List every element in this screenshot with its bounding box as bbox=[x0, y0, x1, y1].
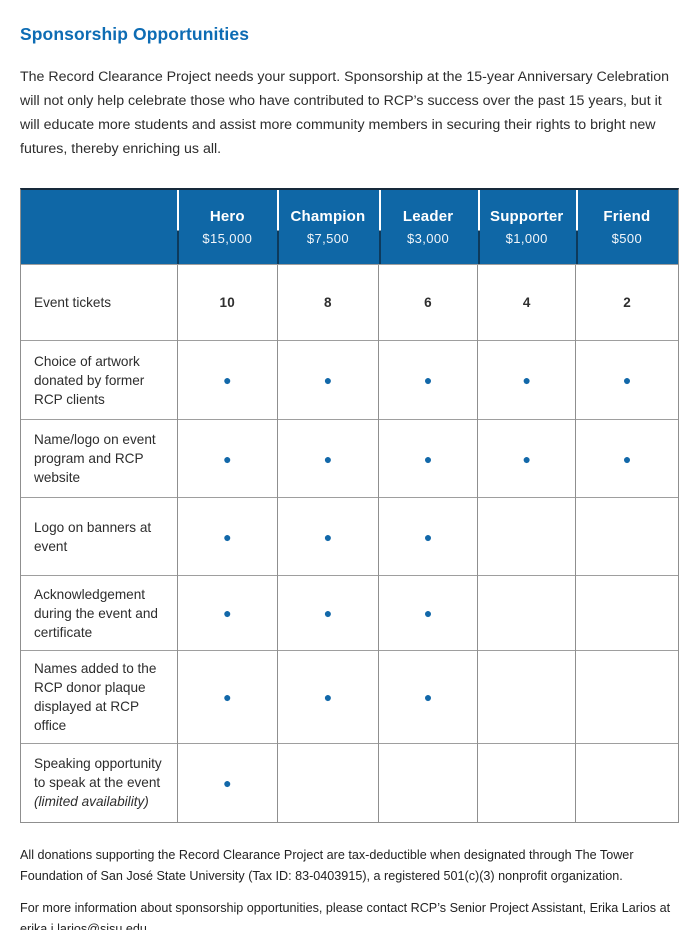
dot-cell bbox=[575, 575, 678, 651]
dot-cell bbox=[575, 743, 678, 822]
dot-cell: ● bbox=[276, 575, 379, 651]
header-empty-cell bbox=[21, 190, 178, 265]
tier-name: Friend bbox=[603, 208, 651, 225]
tier-name: Leader bbox=[402, 208, 454, 225]
tier-price: $1,000 bbox=[505, 231, 548, 246]
dot-cell: ● bbox=[477, 419, 576, 498]
dot-cell: ● bbox=[276, 419, 379, 498]
table-row-name-logo: Name/logo on event program and RCP websi… bbox=[21, 419, 678, 498]
dot-cell: ● bbox=[378, 340, 478, 420]
sponsorship-table-wrapper: Hero $15,000 Champion $7,500 Leader $3,0… bbox=[20, 188, 679, 823]
row-label-text: Speaking opportunity to speak at the eve… bbox=[34, 756, 162, 791]
tier-price: $500 bbox=[611, 231, 643, 246]
dot-cell: ● bbox=[477, 340, 576, 420]
dot-cell: ● bbox=[176, 650, 278, 744]
dot-cell: ● bbox=[176, 575, 278, 651]
dot-cell: ● bbox=[378, 497, 478, 576]
dot-cell: ● bbox=[176, 340, 278, 420]
dot-cell: ● bbox=[378, 650, 478, 744]
cell-value: 2 bbox=[575, 264, 678, 341]
header-tier-friend: Friend $500 bbox=[575, 190, 678, 265]
dot-cell bbox=[575, 650, 678, 744]
dot-cell bbox=[575, 497, 678, 576]
cell-value: 8 bbox=[276, 264, 379, 341]
tier-price: $7,500 bbox=[306, 231, 350, 246]
dot-cell: ● bbox=[276, 497, 379, 576]
cell-value: 10 bbox=[176, 264, 278, 341]
table-row-speaking-opportunity: Speaking opportunity to speak at the eve… bbox=[21, 743, 678, 822]
tier-name: Champion bbox=[290, 208, 366, 225]
tier-price: $3,000 bbox=[407, 231, 450, 246]
contact-email-link[interactable]: erika.j.larios@sjsu.edu bbox=[20, 921, 147, 930]
table-header-row: Hero $15,000 Champion $7,500 Leader $3,0… bbox=[21, 190, 678, 265]
dot-cell: ● bbox=[575, 340, 678, 420]
dot-cell: ● bbox=[378, 575, 478, 651]
row-label: Logo on banners at event bbox=[21, 497, 178, 576]
dot-cell bbox=[477, 575, 576, 651]
tier-name: Hero bbox=[209, 208, 245, 225]
row-label: Names added to the RCP donor plaque disp… bbox=[21, 650, 178, 744]
table-row-artwork: Choice of artwork donated by former RCP … bbox=[21, 340, 678, 420]
header-tier-leader: Leader $3,000 bbox=[378, 190, 478, 265]
cell-value: 6 bbox=[378, 264, 478, 341]
dot-cell: ● bbox=[276, 340, 379, 420]
tier-price: $15,000 bbox=[202, 231, 253, 246]
table-row-banners: Logo on banners at event ● ● ● bbox=[21, 497, 678, 576]
table-row-event-tickets: Event tickets 10 8 6 4 2 bbox=[21, 264, 678, 341]
table-row-acknowledgement: Acknowledgement during the event and cer… bbox=[21, 575, 678, 651]
dot-cell bbox=[477, 650, 576, 744]
header-tier-supporter: Supporter $1,000 bbox=[477, 190, 576, 265]
dot-cell: ● bbox=[176, 743, 278, 822]
tier-name: Supporter bbox=[489, 208, 564, 225]
dot-cell: ● bbox=[176, 419, 278, 498]
row-label-note: (limited availability) bbox=[34, 794, 149, 810]
dot-cell: ● bbox=[276, 650, 379, 744]
intro-paragraph: The Record Clearance Project needs your … bbox=[20, 69, 670, 157]
row-label: Name/logo on event program and RCP websi… bbox=[21, 419, 178, 498]
row-label: Choice of artwork donated by former RCP … bbox=[21, 340, 178, 420]
dot-cell bbox=[477, 743, 576, 822]
header-tier-hero: Hero $15,000 bbox=[177, 190, 278, 265]
table-row-donor-plaque: Names added to the RCP donor plaque disp… bbox=[21, 650, 678, 744]
cell-value: 4 bbox=[477, 264, 576, 341]
row-label: Event tickets bbox=[21, 264, 178, 341]
dot-cell: ● bbox=[176, 497, 278, 576]
dot-cell: ● bbox=[575, 419, 678, 498]
row-label: Speaking opportunity to speak at the eve… bbox=[21, 743, 178, 822]
header-tier-champion: Champion $7,500 bbox=[277, 190, 379, 265]
row-label: Acknowledgement during the event and cer… bbox=[21, 575, 178, 651]
dot-cell bbox=[276, 743, 379, 822]
dot-cell: ● bbox=[378, 419, 478, 498]
contact-note: For more information about sponsorship o… bbox=[20, 898, 679, 930]
dot-cell bbox=[378, 743, 478, 822]
contact-suffix: . bbox=[146, 921, 151, 930]
tax-disclaimer: All donations supporting the Record Clea… bbox=[20, 847, 634, 883]
dot-cell bbox=[477, 497, 576, 576]
sponsorship-table: Hero $15,000 Champion $7,500 Leader $3,0… bbox=[21, 190, 678, 822]
contact-text: For more information about sponsorship o… bbox=[20, 900, 671, 915]
page-title: Sponsorship Opportunities bbox=[20, 24, 250, 44]
